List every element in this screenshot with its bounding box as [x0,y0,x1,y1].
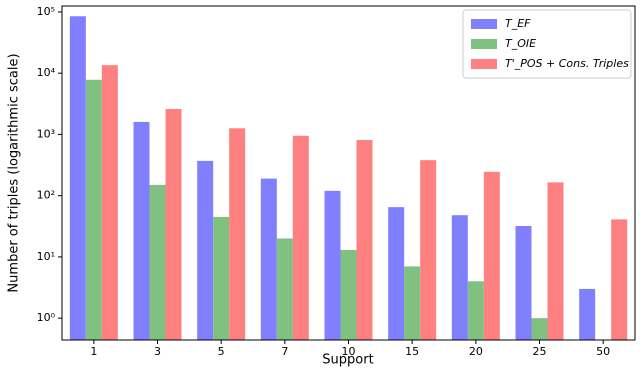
bar [101,65,118,341]
bar [483,171,500,340]
y-tick-label: 10⁰ [37,311,56,324]
bar [340,249,357,340]
y-tick-label: 10⁴ [37,66,56,79]
legend-box [462,9,632,79]
bar [324,190,341,340]
x-tick-label: 10 [342,345,356,358]
x-tick-label: 7 [281,345,288,358]
x-tick-label: 1 [90,345,97,358]
bar [276,238,293,340]
legend-label: T'_POS + Cons. Triples [505,57,629,70]
y-tick-label: 10¹ [37,250,55,263]
y-tick-label: 10⁵ [37,5,55,18]
bar [579,288,596,340]
bar [197,160,214,340]
bar [420,160,437,340]
bar [388,207,405,340]
x-tick-label: 15 [405,345,419,358]
y-tick-label: 10² [37,189,55,202]
x-tick-label: 20 [469,345,483,358]
bar [85,79,102,340]
x-tick-label: 50 [596,345,610,358]
plot-frame [61,5,636,341]
bar [260,178,277,340]
legend-swatch [471,59,497,69]
bar [356,140,373,340]
legend-swatch [471,19,497,29]
x-tick-label: 3 [154,345,161,358]
bar [229,128,246,340]
bar [531,318,548,340]
bar [547,182,564,340]
bar [292,135,309,340]
bar [611,219,628,340]
bar [213,216,230,340]
bar [165,109,182,340]
bar [451,215,468,340]
legend-swatch [471,39,497,49]
x-tick-label: 5 [218,345,225,358]
bar [515,225,532,340]
bar [404,266,421,340]
bar [133,121,150,341]
bar [149,184,166,340]
bar [69,16,86,340]
bar [467,281,484,340]
legend-label: T_OIE [505,37,536,50]
legend-label: T_EF [505,17,531,30]
y-axis-label: Number of triples (logarithmic scale) [7,53,22,292]
x-tick-label: 25 [533,345,547,358]
x-axis-label: Support [322,353,373,368]
y-tick-label: 10³ [37,127,55,140]
